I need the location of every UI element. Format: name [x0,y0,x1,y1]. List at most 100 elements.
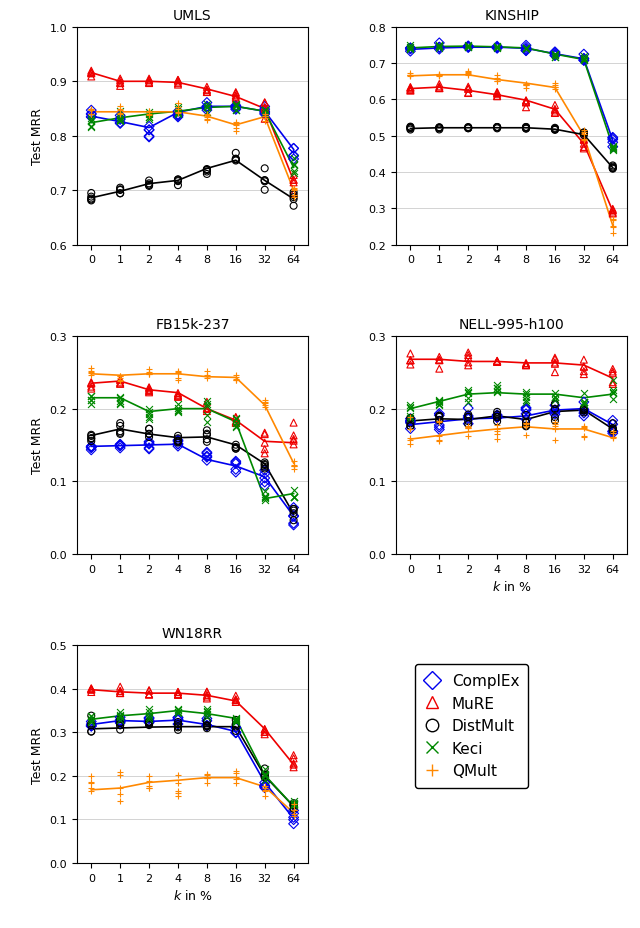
Point [579,403,589,418]
Point [405,411,415,426]
Point [607,140,618,155]
Point [289,802,299,817]
Point [607,385,618,400]
Title: UMLS: UMLS [173,8,212,22]
Point [463,355,474,370]
Point [173,717,183,732]
Point [463,418,474,432]
Point [86,432,97,446]
Point [86,108,97,122]
Point [550,123,560,138]
Point [289,817,299,831]
Point [173,432,183,446]
Point [434,413,444,428]
Point [434,422,444,437]
Point [144,174,154,188]
Point [550,106,560,121]
Point [230,442,241,457]
Point [230,103,241,118]
Point [434,429,444,444]
Point [115,371,125,386]
Point [173,406,183,420]
Point [86,715,97,729]
Point [230,717,241,732]
Point [202,688,212,702]
Point [202,112,212,127]
Point [289,751,299,766]
Point [260,725,270,740]
Point [86,718,97,733]
Point [86,107,97,122]
Point [86,440,97,455]
Point [260,427,270,442]
Point [260,110,270,124]
Point [144,104,154,119]
Point [115,184,125,199]
Point [86,190,97,205]
Point [492,42,502,57]
Y-axis label: Test MRR: Test MRR [31,109,44,165]
Point [144,436,154,451]
Point [173,785,183,800]
Point [492,424,502,439]
Point [144,422,154,437]
Point [579,420,589,435]
Point [405,419,415,434]
Point [492,381,502,396]
Point [230,86,241,101]
Point [521,44,531,58]
Point [607,207,618,222]
Point [115,187,125,201]
Point [463,39,474,54]
Point [144,363,154,378]
Point [521,41,531,56]
Point [202,371,212,386]
Point [289,810,299,825]
Point [115,684,125,699]
Point [289,483,299,498]
Point [607,161,618,175]
Point [202,776,212,791]
Point [463,69,474,84]
Point [86,683,97,698]
Point [260,780,270,795]
Point [260,108,270,122]
Point [492,41,502,56]
Point [144,437,154,452]
Point [115,715,125,729]
Point [289,502,299,517]
Point [173,702,183,716]
Point [144,106,154,121]
Point [115,116,125,131]
Point [550,81,560,96]
Point [260,471,270,486]
Point [579,360,589,375]
Point [405,416,415,431]
Point [289,513,299,528]
Point [86,64,97,79]
Point [289,507,299,522]
Point [405,43,415,58]
Point [202,397,212,412]
Point [230,438,241,453]
Point [521,416,531,431]
Point [579,406,589,421]
Point [86,381,97,396]
Point [405,412,415,427]
Point [521,401,531,416]
Point [86,783,97,798]
Point [173,97,183,111]
Point [607,226,618,241]
Point [521,415,531,430]
Point [230,374,241,389]
Point [115,377,125,392]
Point [463,421,474,436]
Point [434,43,444,58]
Point [550,407,560,422]
Point [230,154,241,169]
Point [115,397,125,412]
Point [579,133,589,148]
Point [260,426,270,441]
Point [173,719,183,734]
Point [463,420,474,435]
